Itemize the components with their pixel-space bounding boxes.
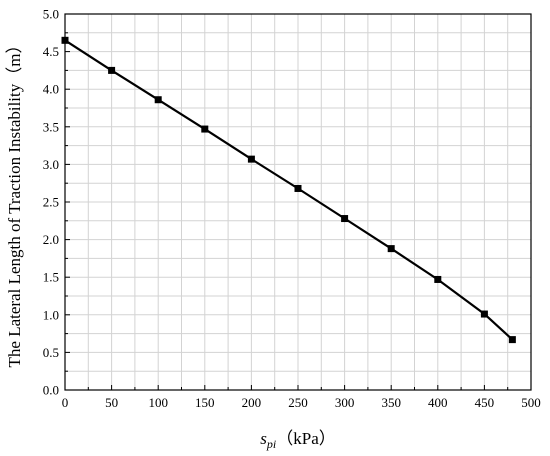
series-line — [64, 39, 514, 341]
y-tick-label: 3.5 — [43, 119, 59, 134]
data-point — [387, 245, 395, 253]
x-axis-title: spi（kPa） — [260, 429, 335, 451]
x-axis-title-subscript: pi — [266, 437, 276, 451]
y-tick-label: 0.0 — [43, 383, 59, 398]
grid — [64, 13, 532, 391]
x-tick-label: 200 — [242, 395, 262, 410]
y-tick-label: 2.5 — [43, 195, 59, 210]
data-point — [434, 275, 442, 283]
y-tick-label: 4.0 — [43, 82, 59, 97]
y-tick-label: 2.0 — [43, 232, 59, 247]
x-tick-labels: 0 50 100 150 200 250 300 350 400 450 500 — [62, 395, 541, 410]
y-tick-label: 1.0 — [43, 307, 59, 322]
x-tick-label: 150 — [195, 395, 215, 410]
plot-frame — [64, 13, 532, 391]
y-tick-label: 1.5 — [43, 270, 59, 285]
y-tick-label: 3.0 — [43, 157, 59, 172]
data-point — [480, 310, 488, 318]
x-tick-label: 50 — [105, 395, 118, 410]
y-tick-label: 4.5 — [43, 44, 59, 59]
x-tick-label: 250 — [288, 395, 308, 410]
x-tick-label: 0 — [62, 395, 69, 410]
data-point — [201, 125, 209, 133]
series — [61, 36, 516, 344]
y-axis-title: The Lateral Length of Traction Instabili… — [5, 37, 24, 368]
x-tick-label: 350 — [381, 395, 401, 410]
x-tick-label: 400 — [428, 395, 448, 410]
y-tick-label: 0.5 — [43, 345, 59, 360]
x-tick-label: 300 — [335, 395, 355, 410]
data-point — [341, 215, 349, 223]
x-axis-title-unit: （kPa） — [276, 429, 336, 448]
x-axis-title-main: s — [260, 429, 267, 448]
data-point — [108, 66, 116, 74]
x-tick-label: 450 — [475, 395, 495, 410]
x-tick-label: 100 — [148, 395, 168, 410]
data-point — [294, 184, 302, 192]
data-point — [508, 336, 516, 344]
data-point — [154, 96, 162, 104]
y-tick-labels: 0.0 0.5 1.0 1.5 2.0 2.5 3.0 3.5 4.0 4.5 5.0 — [43, 7, 59, 398]
data-point — [247, 155, 255, 163]
y-tick-label: 5.0 — [43, 7, 59, 22]
x-tick-label: 500 — [521, 395, 541, 410]
